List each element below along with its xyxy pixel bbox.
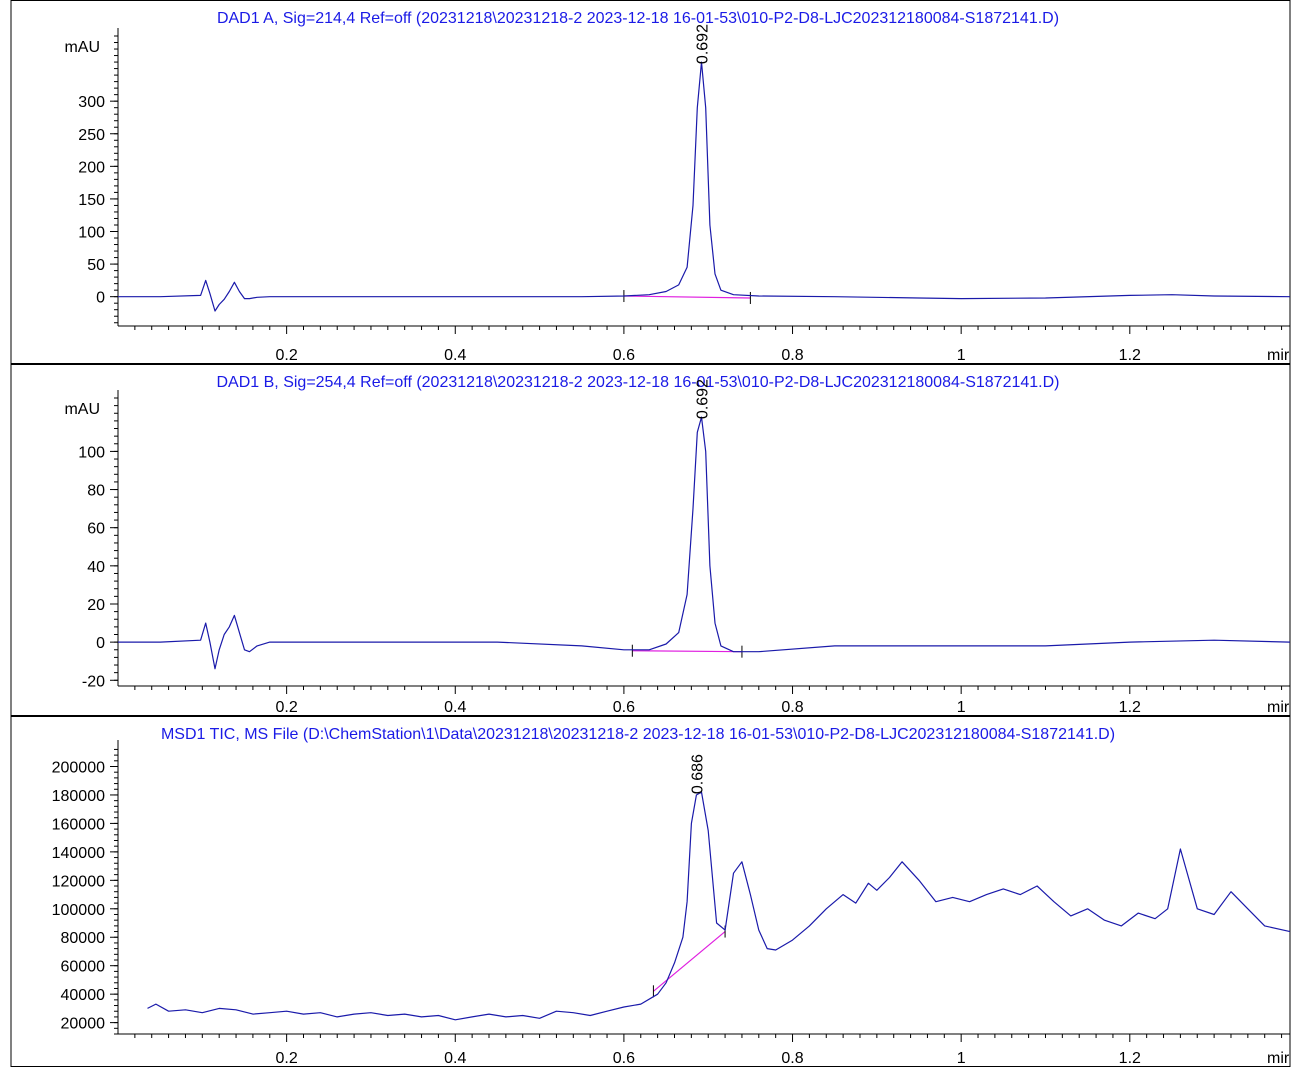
y-tick-label: 100	[78, 444, 105, 461]
y-axis-label: mAU	[64, 39, 100, 56]
panel-3: MSD1 TIC, MS File (D:\ChemStation\1\Data…	[10, 716, 1291, 1067]
peak-retention-label: 0.692	[694, 24, 711, 64]
x-tick-label: 0.6	[613, 347, 635, 364]
panel-1: DAD1 A, Sig=214,4 Ref=off (20231218\2023…	[10, 0, 1291, 364]
y-tick-label: 40	[87, 559, 105, 576]
x-tick-label: 0.8	[781, 347, 803, 364]
y-tick-label: 180000	[52, 788, 105, 805]
y-tick-label: 20	[87, 597, 105, 614]
y-tick-label: 160000	[52, 816, 105, 833]
x-tick-label: 0.4	[444, 1050, 466, 1067]
x-tick-label: 0.2	[276, 1050, 298, 1067]
x-tick-label: 1.2	[1119, 699, 1141, 716]
panel-frame	[10, 0, 1291, 364]
peak-retention-label: 0.692	[694, 379, 711, 419]
y-tick-label: 80000	[61, 930, 106, 947]
x-tick-label: 0.8	[781, 699, 803, 716]
y-tick-label: 20000	[61, 1016, 106, 1033]
signal-trace-1	[118, 416, 1291, 670]
x-tick-label: 1.2	[1119, 1050, 1141, 1067]
x-tick-label: 0.6	[613, 699, 635, 716]
y-tick-label: 60	[87, 521, 105, 538]
panel-2: DAD1 B, Sig=254,4 Ref=off (20231218\2023…	[10, 364, 1291, 716]
x-tick-label: 0.2	[276, 699, 298, 716]
y-tick-label: -20	[82, 673, 105, 690]
y-axis-label: mAU	[64, 401, 100, 418]
x-tick-label: 0.4	[444, 347, 466, 364]
y-tick-label: 40000	[61, 987, 106, 1004]
y-tick-label: 200000	[52, 759, 105, 776]
panel-frame	[10, 364, 1291, 716]
x-axis-unit: mir	[1267, 347, 1290, 364]
y-tick-label: 200	[78, 159, 105, 176]
y-tick-label: 0	[96, 635, 105, 652]
x-tick-label: 0.8	[781, 1050, 803, 1067]
x-tick-label: 0.2	[276, 347, 298, 364]
y-tick-label: 80	[87, 483, 105, 500]
y-tick-label: 140000	[52, 845, 105, 862]
signal-trace-1	[147, 791, 1291, 1021]
y-tick-label: 100000	[52, 902, 105, 919]
y-tick-label: 250	[78, 127, 105, 144]
y-tick-label: 0	[96, 290, 105, 307]
x-tick-label: 1	[957, 1050, 966, 1067]
y-tick-label: 150	[78, 192, 105, 209]
panel-title: DAD1 B, Sig=254,4 Ref=off (20231218\2023…	[217, 374, 1060, 391]
x-tick-label: 0.6	[613, 1050, 635, 1067]
y-tick-label: 100	[78, 225, 105, 242]
integration-baseline	[653, 931, 726, 992]
x-tick-label: 0.4	[444, 699, 466, 716]
panel-title: MSD1 TIC, MS File (D:\ChemStation\1\Data…	[161, 726, 1115, 743]
x-tick-label: 1	[957, 699, 966, 716]
x-axis-unit: mir	[1267, 699, 1290, 716]
signal-trace-1	[118, 61, 1291, 312]
y-tick-label: 300	[78, 94, 105, 111]
x-tick-label: 1.2	[1119, 347, 1141, 364]
integration-baseline	[632, 650, 742, 653]
panel-frame	[10, 716, 1291, 1067]
y-tick-label: 60000	[61, 959, 106, 976]
integration-baseline	[623, 295, 751, 299]
y-tick-label: 50	[87, 257, 105, 274]
x-axis-unit: mir	[1267, 1050, 1290, 1067]
y-tick-label: 120000	[52, 873, 105, 890]
peak-retention-label: 0.686	[689, 754, 706, 794]
panel-title: DAD1 A, Sig=214,4 Ref=off (20231218\2023…	[217, 10, 1059, 27]
x-tick-label: 1	[957, 347, 966, 364]
